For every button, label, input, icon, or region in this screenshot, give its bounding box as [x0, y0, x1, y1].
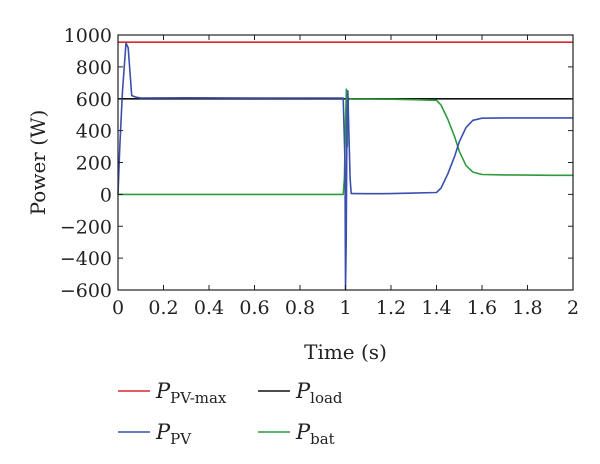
x-tick-label: 0.8 — [285, 297, 315, 319]
x-tick-label: 0.2 — [148, 297, 178, 319]
x-tick-label: 1.6 — [467, 297, 497, 319]
y-tick-label: −600 — [60, 280, 112, 302]
series-line-p-pv — [117, 42, 573, 291]
y-tick-label: 0 — [100, 184, 112, 206]
y-tick-label: 800 — [76, 57, 112, 79]
y-axis-ticks: 1000 800 600 400 200 0 −200 −400 −600 — [60, 25, 573, 302]
x-tick-label: 1.2 — [376, 297, 406, 319]
legend-label: PPV — [155, 420, 192, 448]
legend-label: Pbat — [295, 420, 335, 448]
x-axis-ticks: 0 0.2 0.4 0.6 0.8 1 1.2 1.4 1.6 1.8 2 — [112, 35, 579, 319]
chart-legend: PPV-max Pload PPV Pbat — [118, 379, 343, 448]
x-tick-label: 1.4 — [421, 297, 451, 319]
x-tick-label: 1.8 — [512, 297, 542, 319]
legend-item-p-pv: PPV — [118, 420, 192, 448]
legend-item-p-bat: Pbat — [258, 420, 335, 448]
y-tick-label: 400 — [76, 121, 112, 143]
y-tick-label: −200 — [60, 216, 112, 238]
x-tick-label: 0.4 — [194, 297, 224, 319]
legend-item-p-load: Pload — [258, 379, 343, 407]
y-tick-label: 1000 — [64, 25, 112, 47]
x-tick-label: 0 — [112, 297, 124, 319]
plot-lines — [117, 41, 573, 291]
y-tick-label: 600 — [76, 89, 112, 111]
legend-label: PPV-max — [155, 379, 227, 407]
legend-label: Pload — [295, 379, 343, 407]
y-tick-label: −400 — [60, 248, 112, 270]
x-axis-title: Time (s) — [304, 340, 387, 364]
x-tick-label: 1 — [339, 297, 351, 319]
y-tick-label: 200 — [76, 153, 112, 175]
series-line-p-bat — [118, 88, 573, 196]
x-tick-label: 2 — [567, 297, 579, 319]
legend-item-p-pv-max: PPV-max — [118, 379, 227, 407]
x-tick-label: 0.6 — [239, 297, 269, 319]
y-axis-title: Power (W) — [26, 110, 50, 216]
